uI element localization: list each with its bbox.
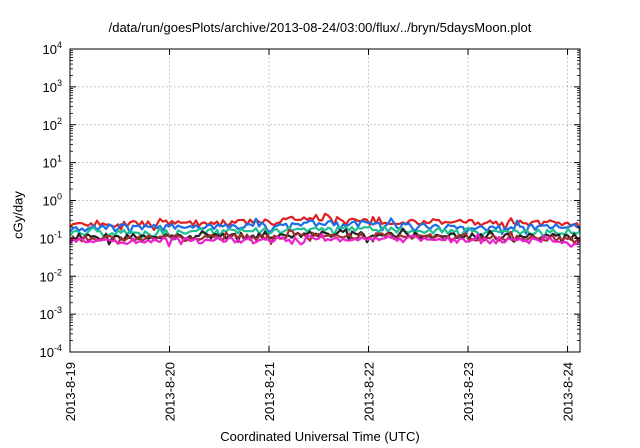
x-axis-label: Coordinated Universal Time (UTC) [220,429,420,444]
y-tick-label: 10-3 [40,305,62,322]
y-axis-label: cGy/day [10,191,26,239]
chart-title: /data/run/goesPlots/archive/2013-08-24/0… [108,20,532,35]
y-tick-label: 101 [43,154,62,171]
y-tick-label: 104 [43,40,62,57]
y-tick-label: 10-4 [40,343,62,360]
x-tick-label: 2013-8-19 [63,362,78,421]
series-line-3 [69,225,581,241]
y-tick-label: 10-2 [40,267,62,284]
x-axis-ticks: 2013-8-19 2013-8-20 2013-8-21 2013-8-22 2013… [63,49,576,421]
y-tick-label: 10-1 [40,229,62,246]
y-axis-ticks: 10-4 10-3 10-2 10-1 100 101 102 103 104 [40,40,580,360]
grid-lines [69,49,580,352]
y-tick-label: 103 [43,78,62,95]
x-tick-label: 2013-8-21 [262,362,277,421]
x-tick-label: 2013-8-24 [561,362,576,421]
x-tick-label: 2013-8-20 [163,362,178,421]
series-group [69,212,582,248]
x-tick-label: 2013-8-23 [461,362,476,421]
x-tick-label: 2013-8-22 [362,362,377,421]
series-line-2 [69,217,581,235]
y-tick-label: 102 [43,116,62,133]
series-line-1 [69,212,582,231]
y-tick-label: 100 [43,192,62,209]
series-line-6 [69,232,581,248]
